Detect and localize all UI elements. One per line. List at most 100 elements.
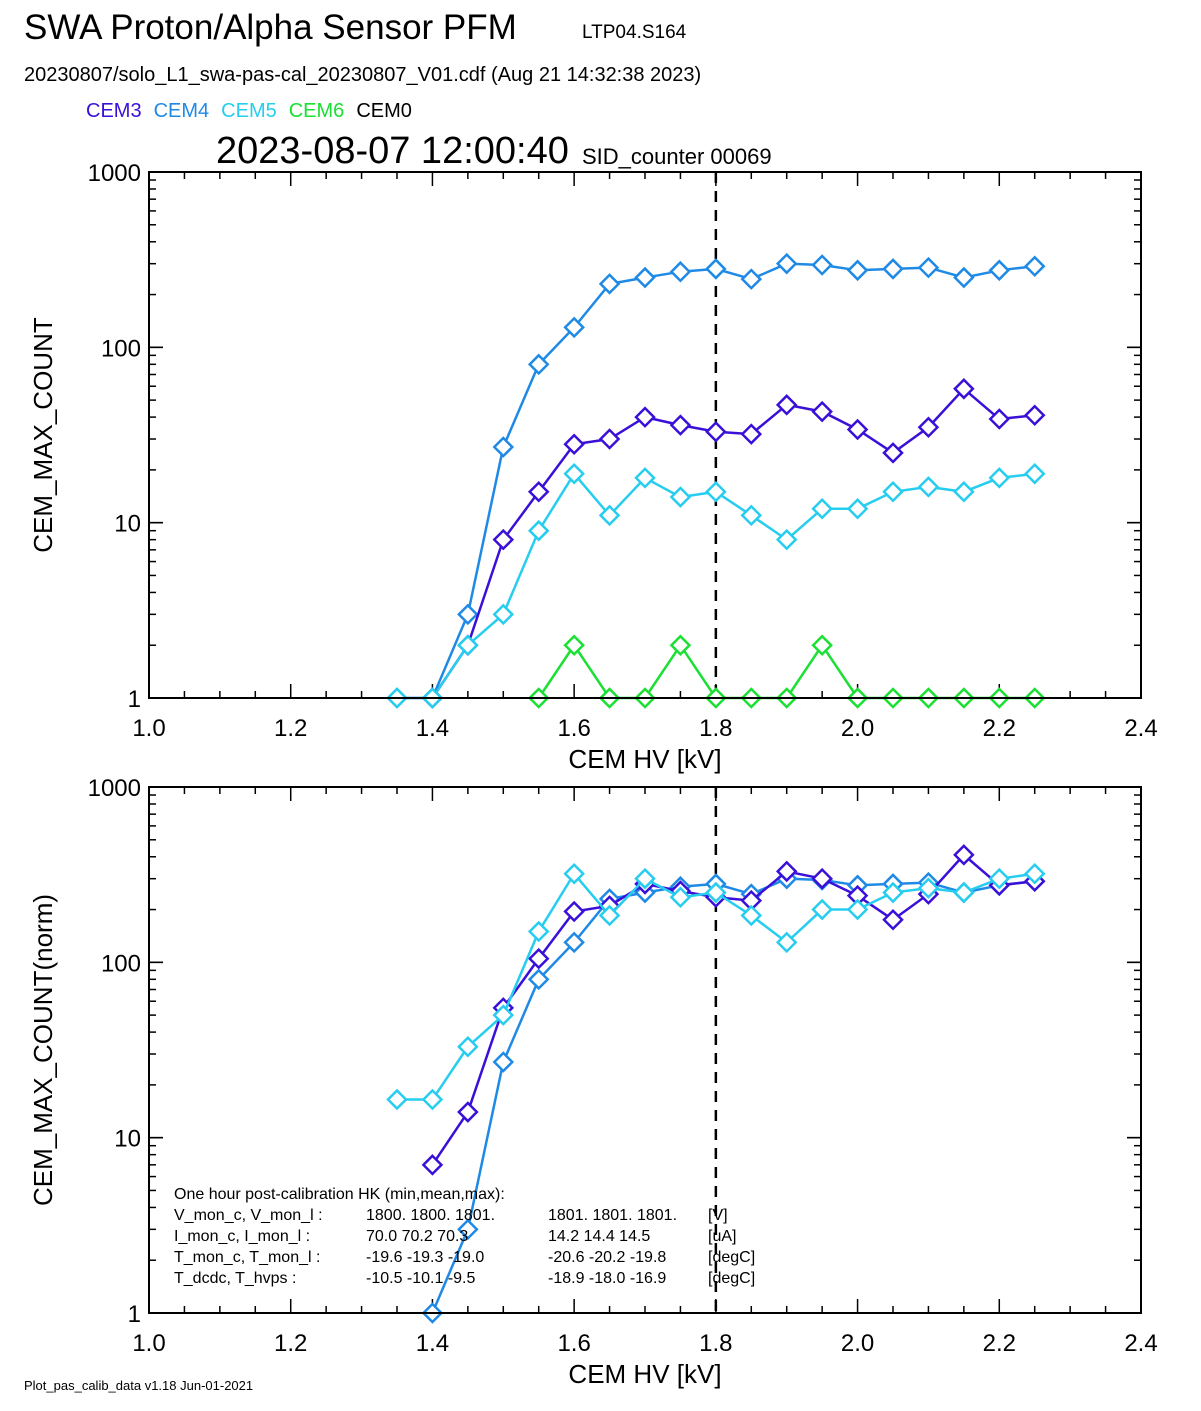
x-tick-label: 1.4	[416, 1330, 449, 1357]
data-point	[988, 467, 1011, 489]
data-point	[882, 442, 904, 464]
data-point	[705, 420, 727, 443]
data-point	[953, 266, 975, 289]
data-point	[740, 268, 763, 290]
data-point	[527, 920, 550, 943]
data-point	[953, 844, 975, 866]
data-point	[705, 258, 727, 280]
data-point	[598, 273, 621, 295]
data-point	[527, 353, 550, 376]
data-point	[846, 498, 869, 520]
data-point	[669, 886, 692, 909]
data-point	[1023, 862, 1046, 885]
series-cem5	[386, 862, 1046, 1111]
data-point	[669, 260, 692, 283]
data-point	[563, 463, 585, 485]
y-tick-label: 1	[128, 686, 141, 713]
data-point	[527, 519, 550, 542]
data-point	[457, 1218, 479, 1241]
hk-unit: [degC]	[708, 1249, 755, 1266]
hk-unit: [V]	[708, 1207, 728, 1224]
data-point	[527, 968, 550, 991]
data-point	[527, 481, 550, 503]
data-point	[457, 1101, 479, 1123]
hk-b: -20.6 -20.2 -19.8	[548, 1249, 666, 1266]
series-cem3	[421, 844, 1046, 1176]
hk-a: -10.5 -10.1 -9.5	[366, 1270, 476, 1287]
y-tick-label: 10	[114, 1126, 141, 1153]
x-tick-label: 1.6	[557, 715, 590, 742]
data-point	[457, 1035, 479, 1058]
hk-label: V_mon_c, V_mon_l :	[174, 1207, 323, 1224]
data-point	[457, 603, 479, 626]
x-tick-label: 1.8	[699, 715, 732, 742]
data-point	[492, 1051, 515, 1073]
data-point	[811, 898, 833, 921]
data-point	[669, 414, 692, 436]
data-point	[882, 908, 904, 931]
x-tick-label: 1.0	[132, 1330, 165, 1357]
x-tick-label: 2.2	[983, 1330, 1016, 1357]
data-point	[917, 256, 940, 279]
data-point	[386, 1088, 408, 1111]
x-tick-label: 1.4	[416, 715, 449, 742]
data-point	[527, 947, 550, 970]
hk-label: I_mon_c, I_mon_l :	[174, 1228, 310, 1245]
data-point	[775, 931, 798, 954]
file-info: 20230807/solo_L1_swa-pas-cal_20230807_V0…	[24, 64, 702, 86]
hk-a: 1800. 1800. 1801.	[366, 1207, 495, 1224]
x-tick-label: 2.2	[983, 715, 1016, 742]
data-point	[1023, 463, 1046, 485]
hk-b: 1801. 1801. 1801.	[548, 1207, 677, 1224]
series-cem6	[527, 634, 1046, 709]
data-point	[846, 898, 869, 921]
legend-cem5: CEM5	[221, 100, 277, 122]
data-point	[740, 504, 763, 527]
x-axis-label: CEM HV [kV]	[568, 744, 721, 774]
hk-a: -19.6 -19.3 -19.0	[366, 1249, 484, 1266]
y-tick-label: 1000	[88, 160, 141, 187]
data-point	[988, 259, 1011, 282]
legend-cem4: CEM4	[153, 100, 210, 122]
data-point	[705, 881, 727, 904]
series-line	[431, 877, 1035, 1314]
data-point	[882, 258, 904, 280]
data-point	[563, 433, 585, 456]
hk-heading: One hour post-calibration HK (min,mean,m…	[174, 1186, 505, 1203]
data-point	[563, 900, 585, 923]
data-point	[421, 1154, 444, 1176]
hk-label: T_dcdc, T_hvps :	[174, 1270, 296, 1287]
chart-1: 1.0 1.2 1.4 1.6 1.8 2.0 2.2 2.4 1 10 100 1000 CEM HV…	[28, 160, 1158, 774]
data-point	[669, 486, 692, 508]
data-point	[811, 400, 833, 423]
data-point	[811, 254, 833, 276]
data-point	[811, 634, 833, 656]
y-tick-label: 10	[114, 511, 141, 538]
data-point	[457, 634, 479, 656]
data-point	[917, 476, 940, 498]
x-tick-label: 2.0	[841, 1330, 874, 1357]
hk-label: T_mon_c, T_mon_l :	[174, 1249, 320, 1266]
data-point	[421, 1088, 444, 1111]
y-tick-label: 1	[128, 1301, 141, 1328]
timestamp: 2023-08-07 12:00:40	[216, 130, 569, 172]
data-point	[775, 252, 798, 275]
x-tick-label: 1.2	[274, 715, 307, 742]
data-point	[775, 860, 798, 883]
data-point	[811, 498, 833, 520]
data-point	[492, 1004, 515, 1026]
data-point	[492, 436, 515, 458]
test-code: LTP04.S164	[582, 22, 687, 43]
data-point	[811, 867, 833, 890]
y-tick-label: 100	[101, 335, 141, 362]
data-point	[882, 881, 904, 904]
data-point	[634, 266, 656, 289]
data-point	[634, 406, 656, 428]
data-point	[740, 904, 763, 927]
hk-unit: [degC]	[708, 1270, 755, 1287]
data-point	[953, 378, 975, 400]
legend-cem6: CEM6	[288, 100, 345, 122]
x-axis-label: CEM HV [kV]	[568, 1359, 721, 1389]
page-title: SWA Proton/Alpha Sensor PFM	[24, 8, 517, 47]
